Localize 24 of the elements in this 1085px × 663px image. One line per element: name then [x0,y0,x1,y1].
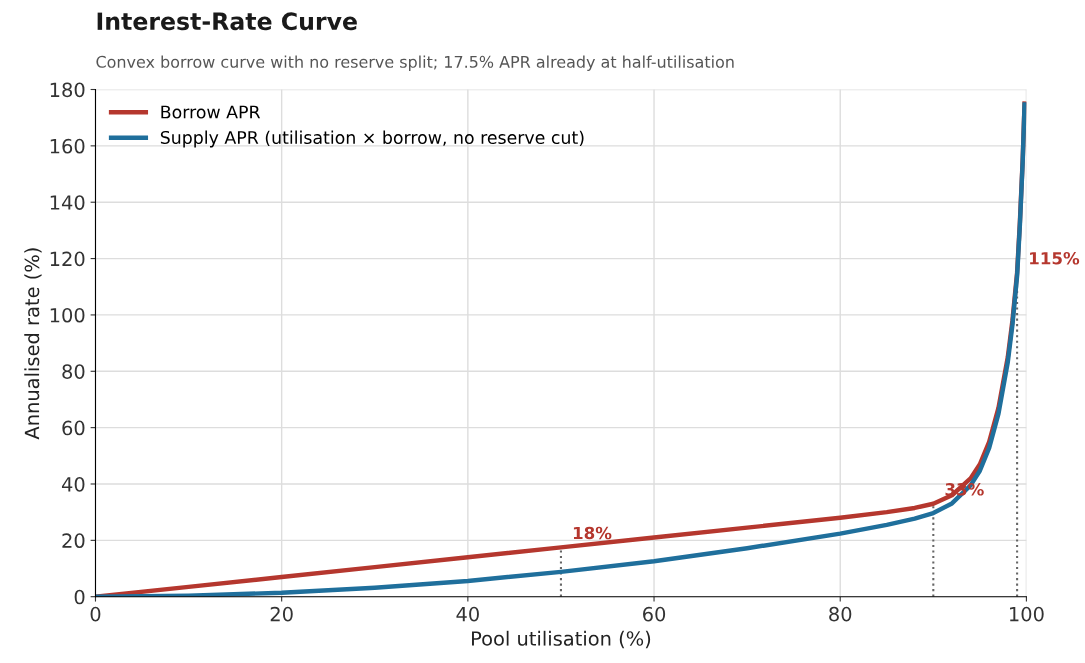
y-tick-label: 160 [50,138,85,154]
x-tick-label: 60 [643,606,666,622]
annotation: 18% [573,526,612,540]
x-tick-label: 20 [270,606,293,622]
legend-label: Borrow APR [161,105,261,119]
y-tick-label: 100 [50,307,85,323]
y-tick-label: 20 [62,533,85,549]
x-tick-label: 100 [1009,606,1044,622]
y-tick-label: 120 [50,251,85,267]
y-tick-label: 80 [62,364,85,379]
x-tick-label: 40 [456,606,479,622]
y-tick-label: 60 [62,420,85,436]
annotation: 115% [1030,251,1080,265]
x-axis-title: Pool utilisation (%) [472,630,651,649]
x-tick-label: 80 [829,606,852,622]
y-axis-title: Annualised rate (%) [24,248,42,440]
legend-label: Supply APR (utilisation × borrow, no reserve cut) [160,130,584,148]
y-tick-label: 0 [74,589,85,605]
chart-subtitle: Convex borrow curve with no reserve split; 17.5% APR already at half-utilisation [96,55,734,71]
y-tick-label: 180 [50,82,85,98]
y-tick-label: 140 [50,195,85,210]
x-tick-label: 0 [90,606,101,622]
y-tick-label: 40 [61,476,85,492]
chart-title: Interest-Rate Curve [97,12,357,31]
